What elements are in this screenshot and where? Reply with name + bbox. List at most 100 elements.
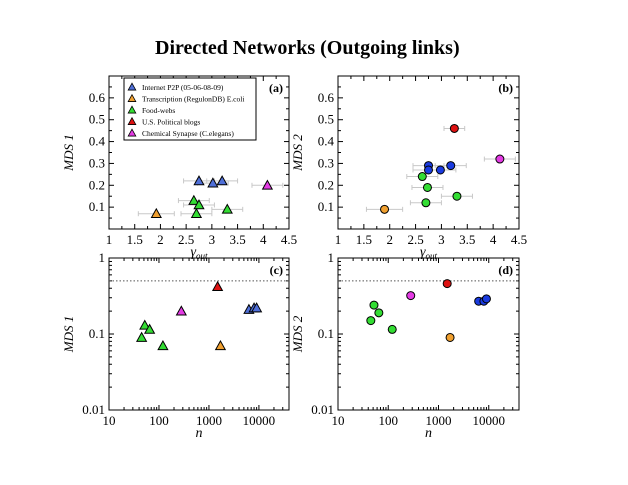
data-point [250,302,263,313]
data-point [139,319,151,330]
legend-marker [127,93,137,102]
data-point [261,179,274,190]
panel-label: (d) [498,263,513,277]
y-tick-label: 0.1 [89,326,105,341]
legend-marker [127,116,137,125]
panel-d: 10 100 1000 10000 0.01 0.1 1 (d) MDS 2 n [290,250,520,441]
x-tick-label: 1.5 [127,232,143,247]
legend-label: Chemical Synapse (C.elegans) [142,129,234,138]
x-axis-label: n [196,426,203,441]
data-point [207,177,219,188]
x-axis-label: n [425,426,432,441]
x-tick-label: 3.5 [459,232,475,247]
x-axis-label: γout [420,245,438,261]
x-tick-label: 10000 [243,413,276,428]
x-tick-label: 4.5 [511,232,527,247]
y-tick-label: 0.01 [311,402,334,417]
x-tick-label: 2.5 [178,232,194,247]
legend-marker [127,105,137,114]
y-tick-label: 0.5 [89,112,105,127]
x-tick-label: 4 [260,232,267,247]
x-tick-label: 1000 [425,413,451,428]
data-point [442,279,452,289]
panel-label: (a) [269,81,283,95]
data-point [387,324,397,334]
y-tick-label: 1 [99,250,106,265]
x-tick-label: 1 [106,232,113,247]
x-tick-label: 3.5 [229,232,245,247]
panel-label: (b) [498,81,513,95]
y-tick-label: 1 [328,250,335,265]
panel-c: 10 100 1000 10000 0.01 0.1 1 (c) MDS 1 n [61,250,290,441]
x-tick-label: 100 [378,413,398,428]
data-point [143,323,156,334]
legend-label: Food-webs [142,106,175,115]
x-axis-label: γout [190,245,208,261]
legend-marker [127,82,137,91]
x-tick-label: 1.5 [356,232,372,247]
y-tick-label: 0.1 [318,326,334,341]
x-axis-label-subscript: out [426,251,438,261]
data-point [214,339,227,351]
data-point [406,291,416,301]
data-point [435,165,445,175]
panel-label: (c) [270,263,283,277]
data-point [157,339,169,351]
plot-frame [108,257,290,411]
y-axis-label: MDS 1 [61,316,76,353]
data-point [446,161,456,171]
y-tick-label: 0.2 [318,177,334,192]
y-tick-label: 0.3 [89,155,105,170]
y-axis-label: MDS 1 [61,134,76,171]
data-point [481,294,491,304]
data-point [188,194,200,205]
data-point [424,165,433,175]
x-tick-label: 100 [149,413,169,428]
data-point [135,331,148,342]
x-tick-label: 4 [490,232,497,247]
data-point [221,203,233,214]
data-point [422,182,432,192]
legend-box [123,77,257,141]
y-tick-label: 0.1 [89,199,105,214]
y-axis-label: MDS 2 [290,134,305,172]
data-point [175,305,187,316]
y-tick-label: 0.01 [82,402,105,417]
x-tick-label: 2.5 [407,232,423,247]
x-tick-label: 3 [438,232,445,247]
data-point [380,204,390,214]
y-tick-label: 0.2 [89,177,105,192]
y-tick-label: 0.6 [318,90,335,105]
data-point [193,199,205,210]
data-point [366,316,376,326]
x-tick-label: 10000 [472,413,505,428]
data-point [211,280,224,291]
x-tick-label: 10 [103,413,116,428]
data-point [374,308,384,318]
legend-marker [127,128,137,137]
data-point [216,175,228,186]
panel-a: 1 1.5 2 2.5 3 3.5 4 4.5 0.1 0.2 0.3 0.4 0.5 0.6 (a) MDS… [61,75,297,261]
y-tick-label: 0.4 [318,134,335,149]
legend-label: Internet P2P (05-06-08-09) [142,83,224,92]
figure-title: Directed Networks (Outgoing links) [155,37,460,59]
data-point [190,207,203,219]
data-point [452,191,462,201]
plot-frame [337,257,520,411]
data-point [150,207,162,219]
x-axis-label-subscript: out [196,251,208,261]
panel-b: 1 1.5 2 2.5 3 3.5 4 4.5 0.1 0.2 0.3 0.4 0.5 0.6 (b) MDS… [290,75,527,261]
legend-label: U.S. Political blogs [142,118,200,127]
legend: Internet P2P (05-06-08-09) Transcription … [123,77,257,141]
y-tick-label: 0.3 [318,155,334,170]
x-tick-label: 1 [335,232,342,247]
y-tick-label: 0.6 [89,90,106,105]
data-point [421,198,431,208]
y-tick-label: 0.5 [318,112,334,127]
y-tick-label: 0.4 [89,134,106,149]
x-tick-label: 2 [386,232,393,247]
x-tick-label: 10 [332,413,345,428]
data-point [495,154,505,164]
y-axis-label: MDS 2 [290,315,305,353]
